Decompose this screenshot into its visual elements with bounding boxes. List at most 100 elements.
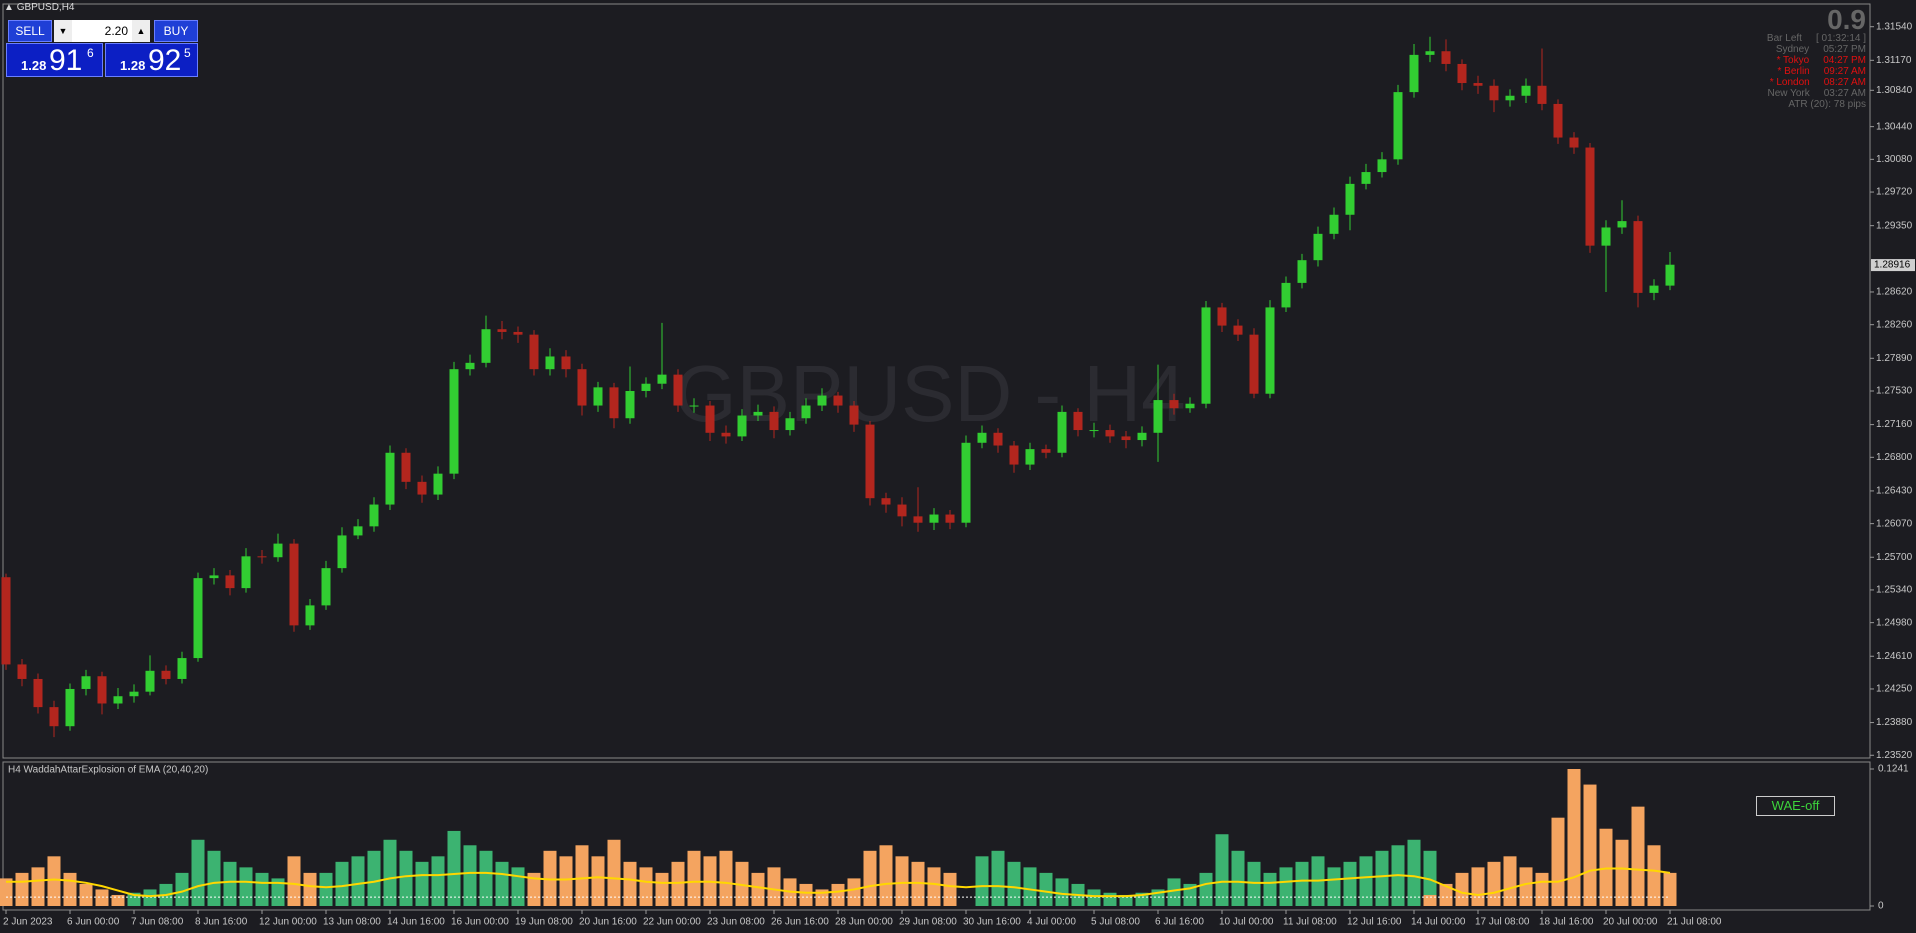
histogram-bar — [1487, 861, 1501, 906]
histogram-bar — [687, 850, 701, 906]
candle-body — [561, 356, 571, 370]
candle-body — [401, 452, 411, 482]
histogram-bar — [415, 861, 429, 906]
candle-body — [1233, 325, 1243, 335]
histogram-bar — [255, 872, 269, 906]
histogram-bar — [511, 867, 525, 906]
candle-body — [225, 575, 235, 589]
candle-body — [465, 362, 475, 370]
x-tick-label: 12 Jul 16:00 — [1347, 917, 1402, 928]
session-row: * London 08:27 AM — [1700, 77, 1866, 88]
histogram-bar — [1119, 894, 1133, 906]
candle-body — [241, 556, 251, 589]
candle-body — [1569, 137, 1579, 148]
histogram-bar — [1375, 850, 1389, 906]
histogram-bar — [1615, 839, 1629, 906]
y-tick-label: 1.28620 — [1876, 287, 1913, 298]
candle-body — [1441, 51, 1451, 64]
candle-body — [1457, 63, 1467, 84]
x-tick-label: 17 Jul 08:00 — [1475, 917, 1530, 928]
x-tick-label: 20 Jul 00:00 — [1603, 917, 1658, 928]
candle-body — [1153, 400, 1163, 433]
y-tick-label: 1.24980 — [1876, 617, 1913, 628]
candle-body — [705, 405, 715, 433]
candle-body — [129, 691, 139, 697]
y-tick-label: 1.25700 — [1876, 552, 1913, 563]
histogram-bar — [943, 872, 957, 906]
candle-body — [1505, 95, 1515, 101]
x-tick-label: 19 Jun 08:00 — [515, 917, 573, 928]
candle-body — [1665, 264, 1675, 286]
histogram-bar — [975, 856, 989, 906]
y-tick-label: 1.30080 — [1876, 154, 1913, 165]
candle-body — [1345, 183, 1355, 215]
histogram-bar — [191, 839, 205, 906]
histogram-bar — [527, 872, 541, 906]
candle-body — [897, 504, 907, 517]
candle-body — [1281, 282, 1291, 308]
candle-body — [769, 411, 779, 431]
session-row: * Tokyo 04:27 PM — [1700, 55, 1866, 66]
histogram-bar — [1583, 784, 1597, 906]
y-tick-label: 1.26070 — [1876, 518, 1913, 529]
session-label: New York — [1767, 88, 1810, 99]
histogram-bar — [1167, 878, 1181, 906]
session-label: Bar Left — [1766, 33, 1802, 44]
candle-body — [1073, 411, 1083, 431]
histogram-bar — [879, 845, 893, 906]
x-tick-label: 12 Jun 00:00 — [259, 917, 317, 928]
histogram-bar — [351, 856, 365, 906]
candle-body — [337, 535, 347, 569]
window-title: ▲ GBPUSD,H4 — [4, 2, 75, 13]
histogram-bar — [1327, 867, 1341, 906]
candle-body — [497, 329, 507, 332]
bid-pips: 91 — [49, 44, 83, 77]
x-tick-label: 8 Jun 16:00 — [195, 917, 248, 928]
candle-body — [97, 676, 107, 704]
histogram-bar — [271, 878, 285, 906]
histogram-bar — [591, 856, 605, 906]
candle-body — [433, 473, 443, 495]
x-tick-label: 6 Jul 16:00 — [1155, 917, 1204, 928]
histogram-bar — [47, 856, 61, 906]
bid-quote[interactable]: 1.28 91 6 — [6, 43, 103, 77]
histogram-bar — [1039, 872, 1053, 906]
histogram-bar — [1231, 850, 1245, 906]
histogram-bar — [623, 861, 637, 906]
histogram-bar — [735, 861, 749, 906]
candle-body — [657, 374, 667, 384]
histogram-bar — [1247, 861, 1261, 906]
y-tick-label: 1.29350 — [1876, 220, 1913, 231]
lot-down[interactable]: ▼ — [54, 20, 72, 42]
x-tick-label: 20 Jun 16:00 — [579, 917, 637, 928]
candle-body — [481, 329, 491, 363]
ask-quote[interactable]: 1.28 92 5 — [105, 43, 198, 77]
last-price-box — [1871, 259, 1915, 272]
ask-pips: 92 — [148, 44, 182, 77]
y-tick-label: 1.29720 — [1876, 187, 1913, 198]
histogram-bar — [927, 867, 941, 906]
y-tick-label: 1.26800 — [1876, 452, 1913, 463]
candle-body — [193, 578, 203, 659]
lot-input[interactable]: 2.20 — [72, 20, 132, 42]
histogram-bar — [1087, 889, 1101, 906]
candle-body — [1297, 260, 1307, 283]
candle-body — [1, 577, 11, 665]
y-tick-label: 1.31540 — [1876, 21, 1913, 32]
histogram-bar — [143, 889, 157, 906]
histogram-bar — [799, 883, 813, 906]
sell-button[interactable]: SELL — [8, 20, 52, 42]
wae-toggle-button[interactable]: WAE-off — [1756, 796, 1835, 816]
histogram-bar — [1439, 883, 1453, 906]
session-value: 04:27 PM — [1823, 55, 1866, 66]
y-tick-label: 1.28260 — [1876, 319, 1913, 330]
lot-up[interactable]: ▲ — [132, 20, 150, 42]
candle-body — [641, 383, 651, 391]
candle-body — [305, 605, 315, 626]
histogram-bar — [1423, 894, 1437, 906]
buy-button[interactable]: BUY — [154, 20, 198, 42]
y-tick-label: 1.27160 — [1876, 419, 1913, 430]
x-tick-label: 2 Jun 2023 — [3, 917, 53, 928]
